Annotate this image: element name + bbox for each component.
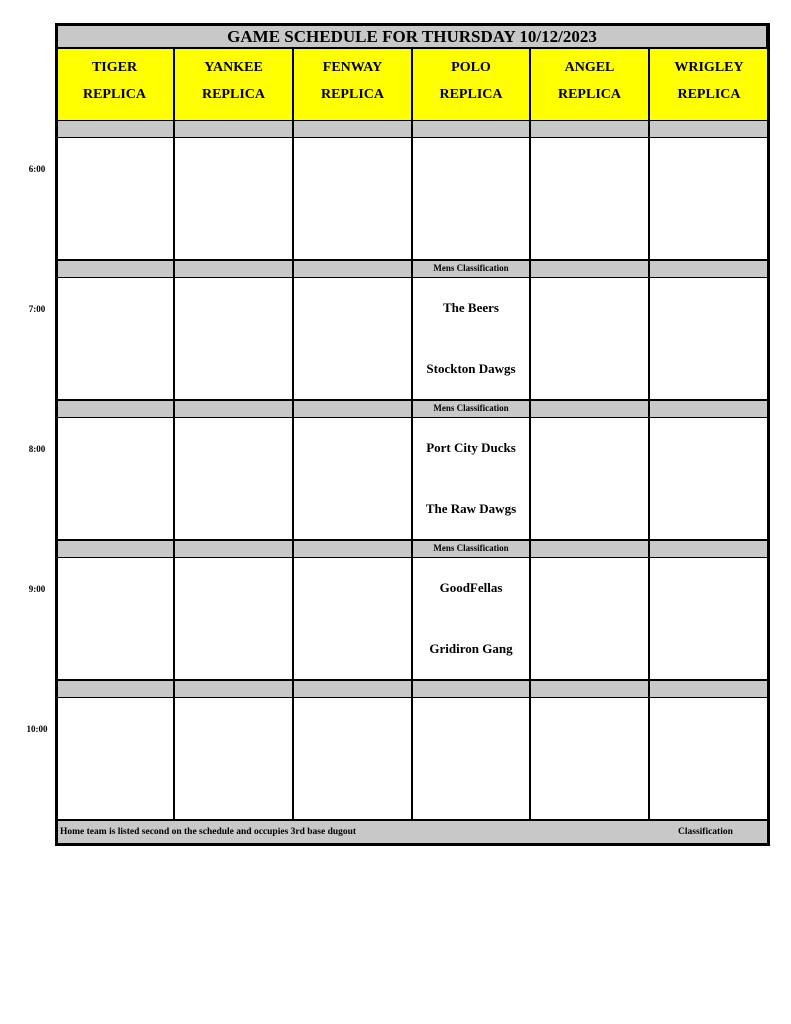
away-team: GoodFellas: [439, 580, 503, 595]
classification-bar: [174, 120, 293, 138]
classification-bar: [174, 680, 293, 698]
classification-bar: [649, 680, 769, 698]
classification-bar: [174, 260, 293, 278]
empty-cell: [530, 417, 649, 540]
classification-bar: [293, 680, 412, 698]
field-name: POLO: [451, 60, 491, 75]
classification-label: Classification: [678, 827, 733, 837]
classification-bar: [649, 120, 769, 138]
time-label: 9:00: [28, 584, 46, 594]
home-team: Gridiron Gang: [429, 641, 513, 656]
classification-bar: [174, 540, 293, 558]
home-team: The Raw Dawgs: [425, 501, 517, 516]
classification-bar: [55, 260, 174, 278]
time-label: 7:00: [28, 304, 46, 314]
field-header-yankee: YANKEE REPLICA: [174, 48, 293, 121]
empty-cell: [649, 137, 769, 260]
field-header-angel: ANGEL REPLICA: [530, 48, 649, 121]
classification-bar: [293, 120, 412, 138]
empty-cell: [293, 557, 412, 680]
empty-cell: [530, 137, 649, 260]
classification-bar: [293, 260, 412, 278]
game-cell: The Beers Stockton Dawgs: [412, 277, 530, 400]
empty-cell: [530, 697, 649, 820]
classification-bar: [55, 680, 174, 698]
empty-cell: [649, 697, 769, 820]
classification-bar: [530, 120, 649, 138]
field-type: REPLICA: [201, 87, 265, 102]
field-name: ANGEL: [564, 60, 615, 75]
field-name: WRIGLEY: [674, 60, 744, 75]
empty-cell: [530, 557, 649, 680]
classification-bar: [649, 260, 769, 278]
classification-bar: [530, 400, 649, 418]
empty-cell: [293, 137, 412, 260]
field-header-fenway: FENWAY REPLICA: [293, 48, 412, 121]
classification-bar: [412, 120, 530, 138]
empty-cell: [55, 277, 174, 400]
field-header-tiger: TIGER REPLICA: [55, 48, 174, 121]
classification-bar: Mens Classification: [412, 400, 530, 418]
empty-cell: [293, 277, 412, 400]
empty-cell: [412, 137, 530, 260]
home-team: Stockton Dawgs: [426, 361, 516, 376]
classification-bar: Mens Classification: [412, 260, 530, 278]
empty-cell: [293, 417, 412, 540]
empty-cell: [293, 697, 412, 820]
empty-cell: [174, 697, 293, 820]
game-cell: Port City Ducks The Raw Dawgs: [412, 417, 530, 540]
empty-cell: [174, 557, 293, 680]
empty-cell: [649, 557, 769, 680]
home-team-note: Home team is listed second on the schedu…: [60, 827, 357, 837]
time-label: 8:00: [28, 444, 46, 454]
classification-bar: [293, 540, 412, 558]
field-name: TIGER: [91, 60, 138, 75]
empty-cell: [55, 557, 174, 680]
field-header-polo: POLO REPLICA: [412, 48, 530, 121]
empty-cell: [174, 417, 293, 540]
empty-cell: [55, 697, 174, 820]
field-type: REPLICA: [439, 87, 503, 102]
classification-bar: [174, 400, 293, 418]
classification-bar: [55, 400, 174, 418]
game-cell: GoodFellas Gridiron Gang: [412, 557, 530, 680]
empty-cell: [649, 277, 769, 400]
classification-bar: [649, 400, 769, 418]
empty-cell: [530, 277, 649, 400]
time-label: 6:00: [28, 164, 46, 174]
classification-bar: [55, 540, 174, 558]
empty-cell: [649, 417, 769, 540]
classification-bar: [530, 680, 649, 698]
away-team: Port City Ducks: [426, 440, 516, 455]
empty-cell: [174, 137, 293, 260]
field-name: YANKEE: [204, 60, 263, 75]
empty-cell: [55, 417, 174, 540]
field-type: REPLICA: [82, 87, 146, 102]
classification-bar: [530, 540, 649, 558]
empty-cell: [55, 137, 174, 260]
field-type: REPLICA: [677, 87, 741, 102]
classification-bar: [649, 540, 769, 558]
classification-bar: [55, 120, 174, 138]
field-type: REPLICA: [557, 87, 621, 102]
empty-cell: [412, 697, 530, 820]
field-type: REPLICA: [320, 87, 384, 102]
field-name: FENWAY: [322, 60, 383, 75]
classification-bar: [530, 260, 649, 278]
footer-bar: Home team is listed second on the schedu…: [55, 820, 769, 845]
classification-bar: Mens Classification: [412, 540, 530, 558]
field-header-wrigley: WRIGLEY REPLICA: [649, 48, 769, 121]
schedule-title: GAME SCHEDULE FOR THURSDAY 10/12/2023: [55, 23, 769, 49]
time-label: 10:00: [26, 724, 48, 734]
empty-cell: [174, 277, 293, 400]
classification-bar: [412, 680, 530, 698]
classification-bar: [293, 400, 412, 418]
away-team: The Beers: [443, 300, 499, 315]
